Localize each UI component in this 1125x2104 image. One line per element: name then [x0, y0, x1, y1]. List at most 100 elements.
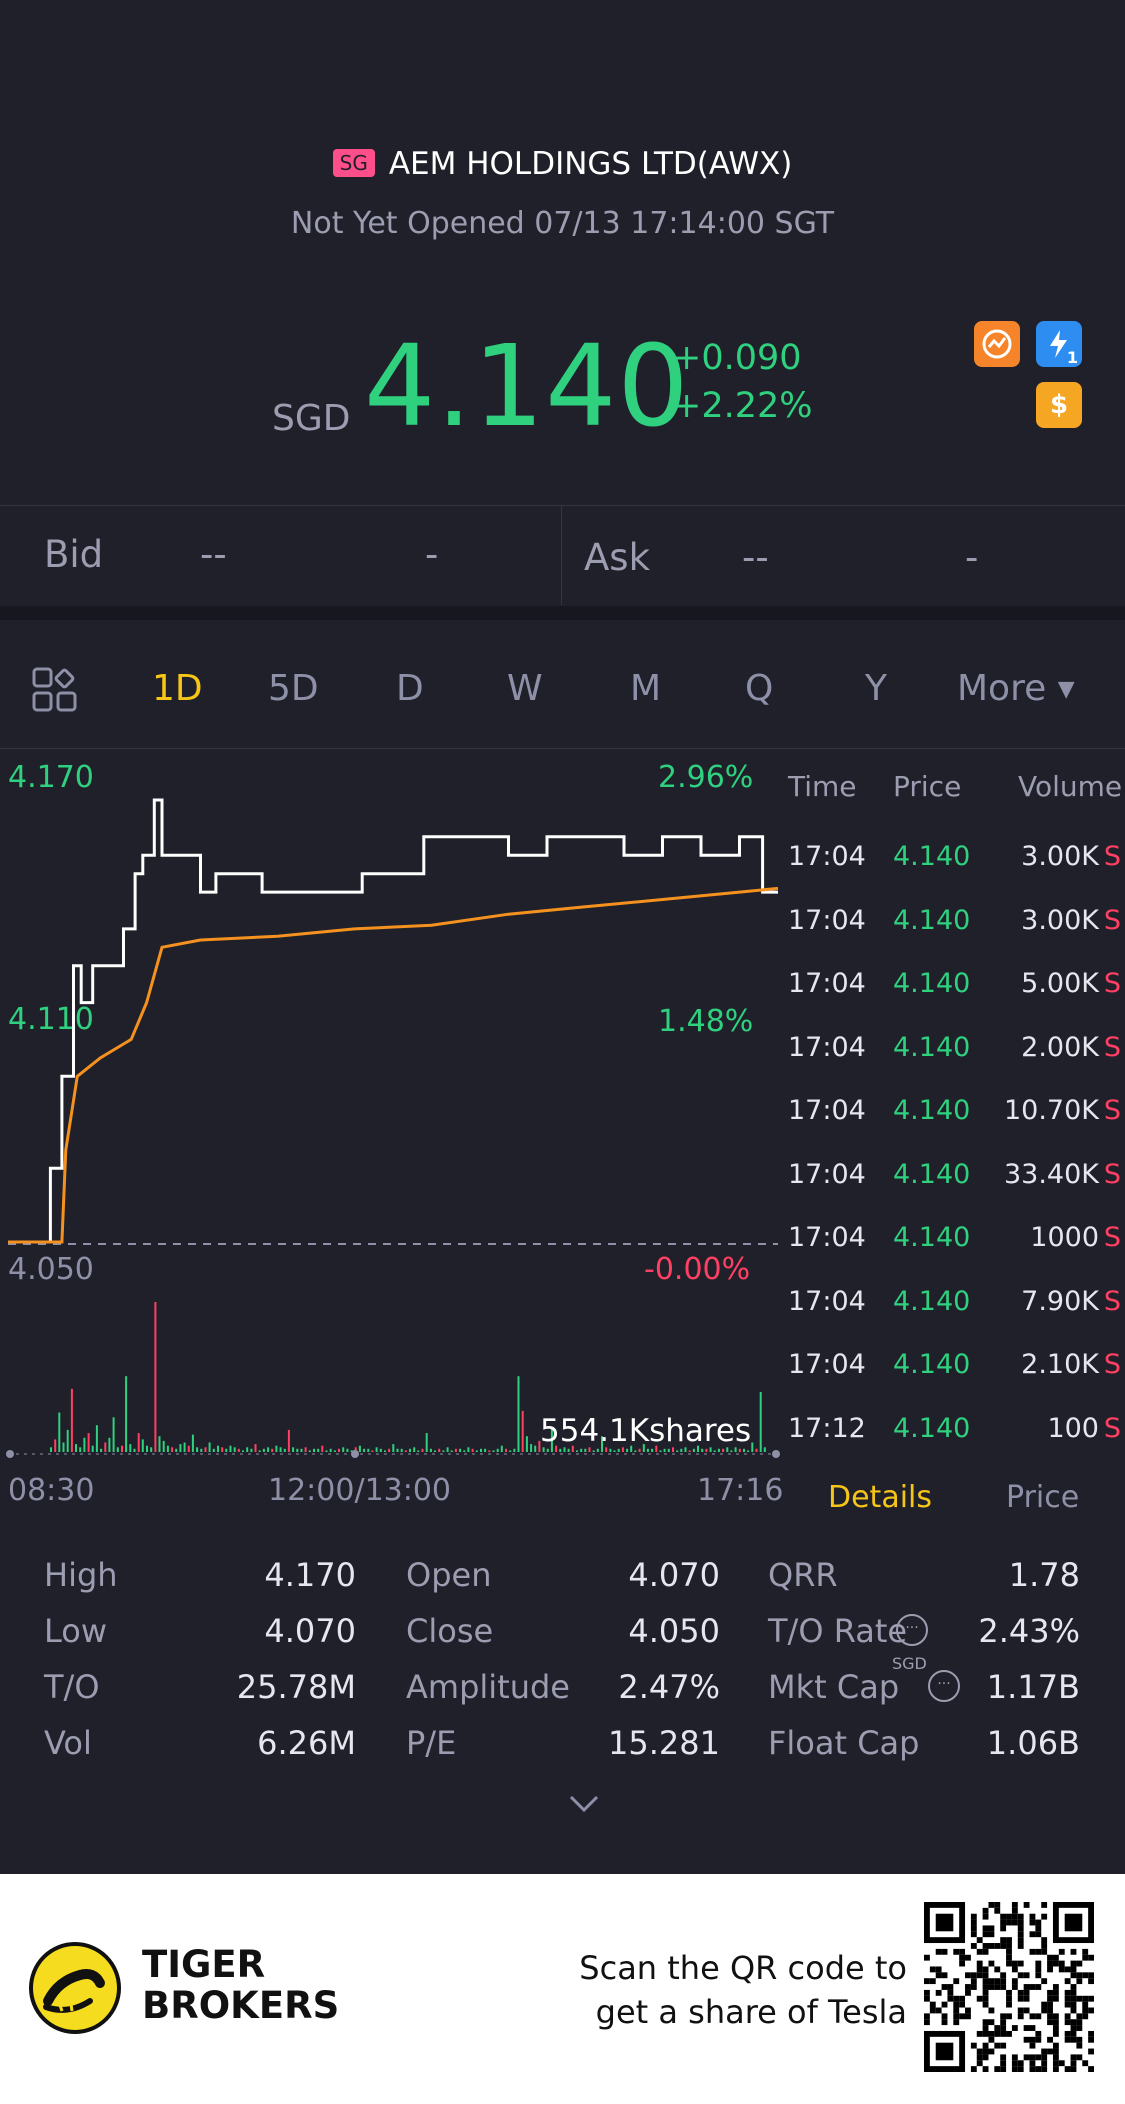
- lightning-level-icon[interactable]: 1: [1036, 321, 1082, 367]
- volume-bar: [546, 1448, 549, 1452]
- volume-bar: [91, 1445, 94, 1452]
- chart-layout-icon[interactable]: [32, 667, 78, 717]
- volume-bar: [559, 1448, 562, 1452]
- volume-bar: [555, 1445, 558, 1452]
- tab-more-label: More: [957, 668, 1047, 709]
- stat-currency-sup: SGD: [892, 1654, 927, 1673]
- volume-bar: [279, 1447, 282, 1452]
- volume-bar: [75, 1444, 77, 1452]
- volume-bar: [726, 1447, 729, 1452]
- volume-bar: [496, 1448, 499, 1452]
- volume-bar: [538, 1440, 541, 1452]
- tab-m[interactable]: M: [630, 668, 662, 709]
- volume-bar: [104, 1442, 107, 1452]
- volume-bar: [584, 1448, 587, 1452]
- volume-bar: [646, 1448, 649, 1452]
- volume-bar: [79, 1447, 82, 1452]
- stat-label: T/O: [44, 1668, 100, 1706]
- promo-line-2: get a share of Tesla: [595, 1993, 907, 2031]
- volume-bar: [525, 1436, 528, 1452]
- volume-bar: [751, 1442, 754, 1452]
- volume-bar: [763, 1447, 766, 1452]
- bid-price: --: [200, 533, 227, 576]
- dollar-icon[interactable]: $: [1036, 382, 1082, 428]
- info-icon[interactable]: ···: [928, 1670, 960, 1702]
- volume-bar: [50, 1447, 52, 1452]
- volume-bar: [747, 1450, 750, 1452]
- stat-value: 6.26M: [257, 1724, 356, 1762]
- volume-bar: [638, 1448, 641, 1452]
- x-label-open: 08:30: [8, 1473, 95, 1508]
- volume-bar: [421, 1448, 424, 1452]
- expand-chevron-icon[interactable]: [566, 1793, 602, 1819]
- volume-bar: [108, 1437, 111, 1452]
- pct-label-low: -0.00%: [644, 1252, 751, 1287]
- tick-flag: S: [1103, 1158, 1121, 1190]
- qr-code-icon[interactable]: [924, 1902, 1094, 2072]
- tick-price: 4.140: [893, 968, 971, 999]
- volume-bar: [651, 1448, 654, 1452]
- volume-bar: [304, 1447, 307, 1452]
- volume-bar: [267, 1447, 270, 1452]
- volume-bar: [367, 1448, 370, 1452]
- volume-bar: [179, 1444, 182, 1452]
- volume-bar: [125, 1376, 128, 1452]
- stat-value: 4.050: [628, 1612, 720, 1650]
- stock-name: AEM HOLDINGS LTD(AWX): [388, 146, 793, 182]
- volume-bar: [150, 1447, 153, 1452]
- stat-value: 4.070: [264, 1612, 356, 1650]
- volume-bar: [692, 1448, 695, 1452]
- info-icon[interactable]: ···: [896, 1614, 928, 1646]
- tick-volume: 7.90K: [1021, 1285, 1099, 1317]
- tab-y[interactable]: Y: [865, 668, 887, 709]
- volume-bar: [488, 1450, 491, 1452]
- market-status: Not Yet Opened 07/13 17:14:00 SGT: [290, 206, 835, 241]
- volume-bar: [500, 1445, 503, 1452]
- volume-bar: [342, 1447, 345, 1452]
- volume-bar: [229, 1445, 232, 1452]
- tab-more[interactable]: More ▼: [957, 668, 1075, 709]
- tick-volume: 2.10K: [1021, 1349, 1099, 1380]
- y-label-mid: 4.110: [8, 1002, 94, 1037]
- volume-bar: [358, 1445, 361, 1452]
- volume-bar: [655, 1445, 658, 1452]
- volume-bar: [141, 1439, 144, 1452]
- volume-bar: [592, 1450, 595, 1452]
- volume-bar: [425, 1433, 428, 1452]
- x-label-close: 17:16: [697, 1473, 784, 1508]
- volume-bar: [697, 1445, 699, 1452]
- section-separator: [0, 606, 1125, 620]
- volume-bar: [442, 1450, 445, 1452]
- volume-bar: [667, 1448, 670, 1452]
- tab-w[interactable]: W: [507, 668, 543, 709]
- tab-details[interactable]: Details: [828, 1480, 933, 1515]
- tab-d[interactable]: D: [396, 668, 424, 709]
- tick-flag: S: [1103, 968, 1121, 999]
- volume-bar: [95, 1425, 98, 1452]
- tick-time: 17:12: [788, 1412, 866, 1444]
- tick-flag: S: [1103, 1031, 1121, 1063]
- tick-volume: 1000: [1030, 1222, 1099, 1253]
- tick-header-time: Time: [788, 770, 857, 803]
- tick-price: 4.140: [893, 1031, 971, 1063]
- divider: [0, 505, 1125, 506]
- volume-bar: [755, 1448, 758, 1452]
- tab-price[interactable]: Price: [1006, 1480, 1080, 1515]
- volume-bar: [601, 1436, 603, 1452]
- tick-time: 17:04: [788, 1285, 866, 1317]
- volume-bar: [709, 1447, 712, 1452]
- intraday-chart[interactable]: [0, 760, 780, 1460]
- lightning-level: 1: [1066, 348, 1078, 367]
- volume-bar: [509, 1450, 512, 1452]
- volume-bar: [492, 1450, 495, 1452]
- tab-q[interactable]: Q: [745, 668, 774, 709]
- tab-5d[interactable]: 5D: [268, 668, 319, 709]
- volume-bar: [475, 1450, 478, 1452]
- chart-circle-icon[interactable]: [974, 321, 1020, 367]
- tiger-logo-icon: [28, 1941, 122, 2039]
- volume-bar: [513, 1448, 516, 1452]
- tab-1d[interactable]: 1D: [152, 668, 203, 709]
- volume-bar: [287, 1429, 290, 1452]
- tick-volume: 3.00K: [1021, 841, 1099, 872]
- tick-row: 17:04 4.140 2.00K S: [786, 1032, 1125, 1072]
